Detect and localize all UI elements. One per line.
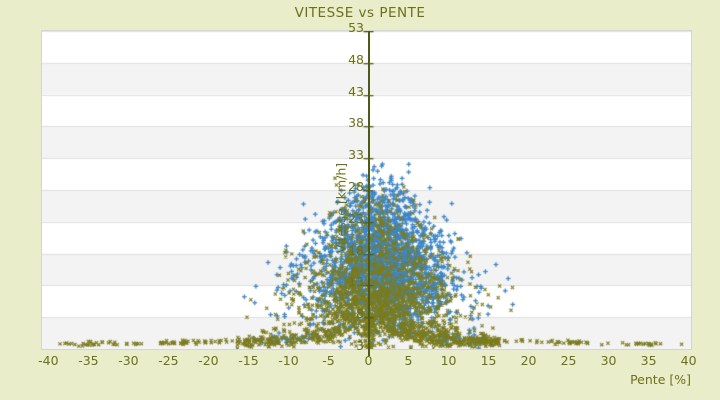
x-tick-label: -30 [118, 353, 139, 368]
x-tick-label: 25 [560, 353, 577, 368]
x-tick-label: 0 [364, 353, 373, 368]
x-tick-label: 40 [680, 353, 697, 368]
y-axis-line [367, 31, 370, 356]
scatter-canvas [42, 31, 691, 349]
x-tick-label: -40 [38, 353, 59, 368]
y-tick-label: 13 [348, 274, 364, 290]
y-tick-label: 8 [356, 306, 364, 322]
y-tick-label: 18 [348, 242, 364, 258]
x-tick-label: -15 [238, 353, 259, 368]
x-tick-label: -10 [278, 353, 299, 368]
x-tick-label: -20 [198, 353, 219, 368]
x-tick-label: -35 [78, 353, 99, 368]
y-tick-label: 28 [348, 179, 364, 194]
y-tick-label: 3 [356, 338, 364, 353]
x-tick-label: 30 [600, 353, 617, 368]
y-tick-label: 23 [348, 210, 364, 226]
x-tick-label: 20 [520, 353, 537, 368]
y-tick-label: 33 [348, 147, 364, 163]
chart-title: VITESSE vs PENTE [294, 5, 426, 21]
y-tick-label: 53 [348, 20, 364, 35]
y-tick-label: 43 [348, 83, 364, 99]
y-tick-label: 38 [348, 115, 364, 131]
y-tick-label: 48 [348, 51, 364, 67]
x-tick-label: -5 [322, 353, 335, 368]
y-axis-title: Vitesse [km/h] [333, 162, 349, 254]
x-tick-label: 15 [480, 353, 497, 368]
x-tick-label: 10 [440, 353, 457, 368]
x-tick-label: -25 [158, 353, 179, 368]
x-tick-label: 35 [640, 353, 657, 368]
x-tick-label: 5 [404, 353, 413, 368]
x-axis-title: Pente [%] [630, 372, 691, 387]
